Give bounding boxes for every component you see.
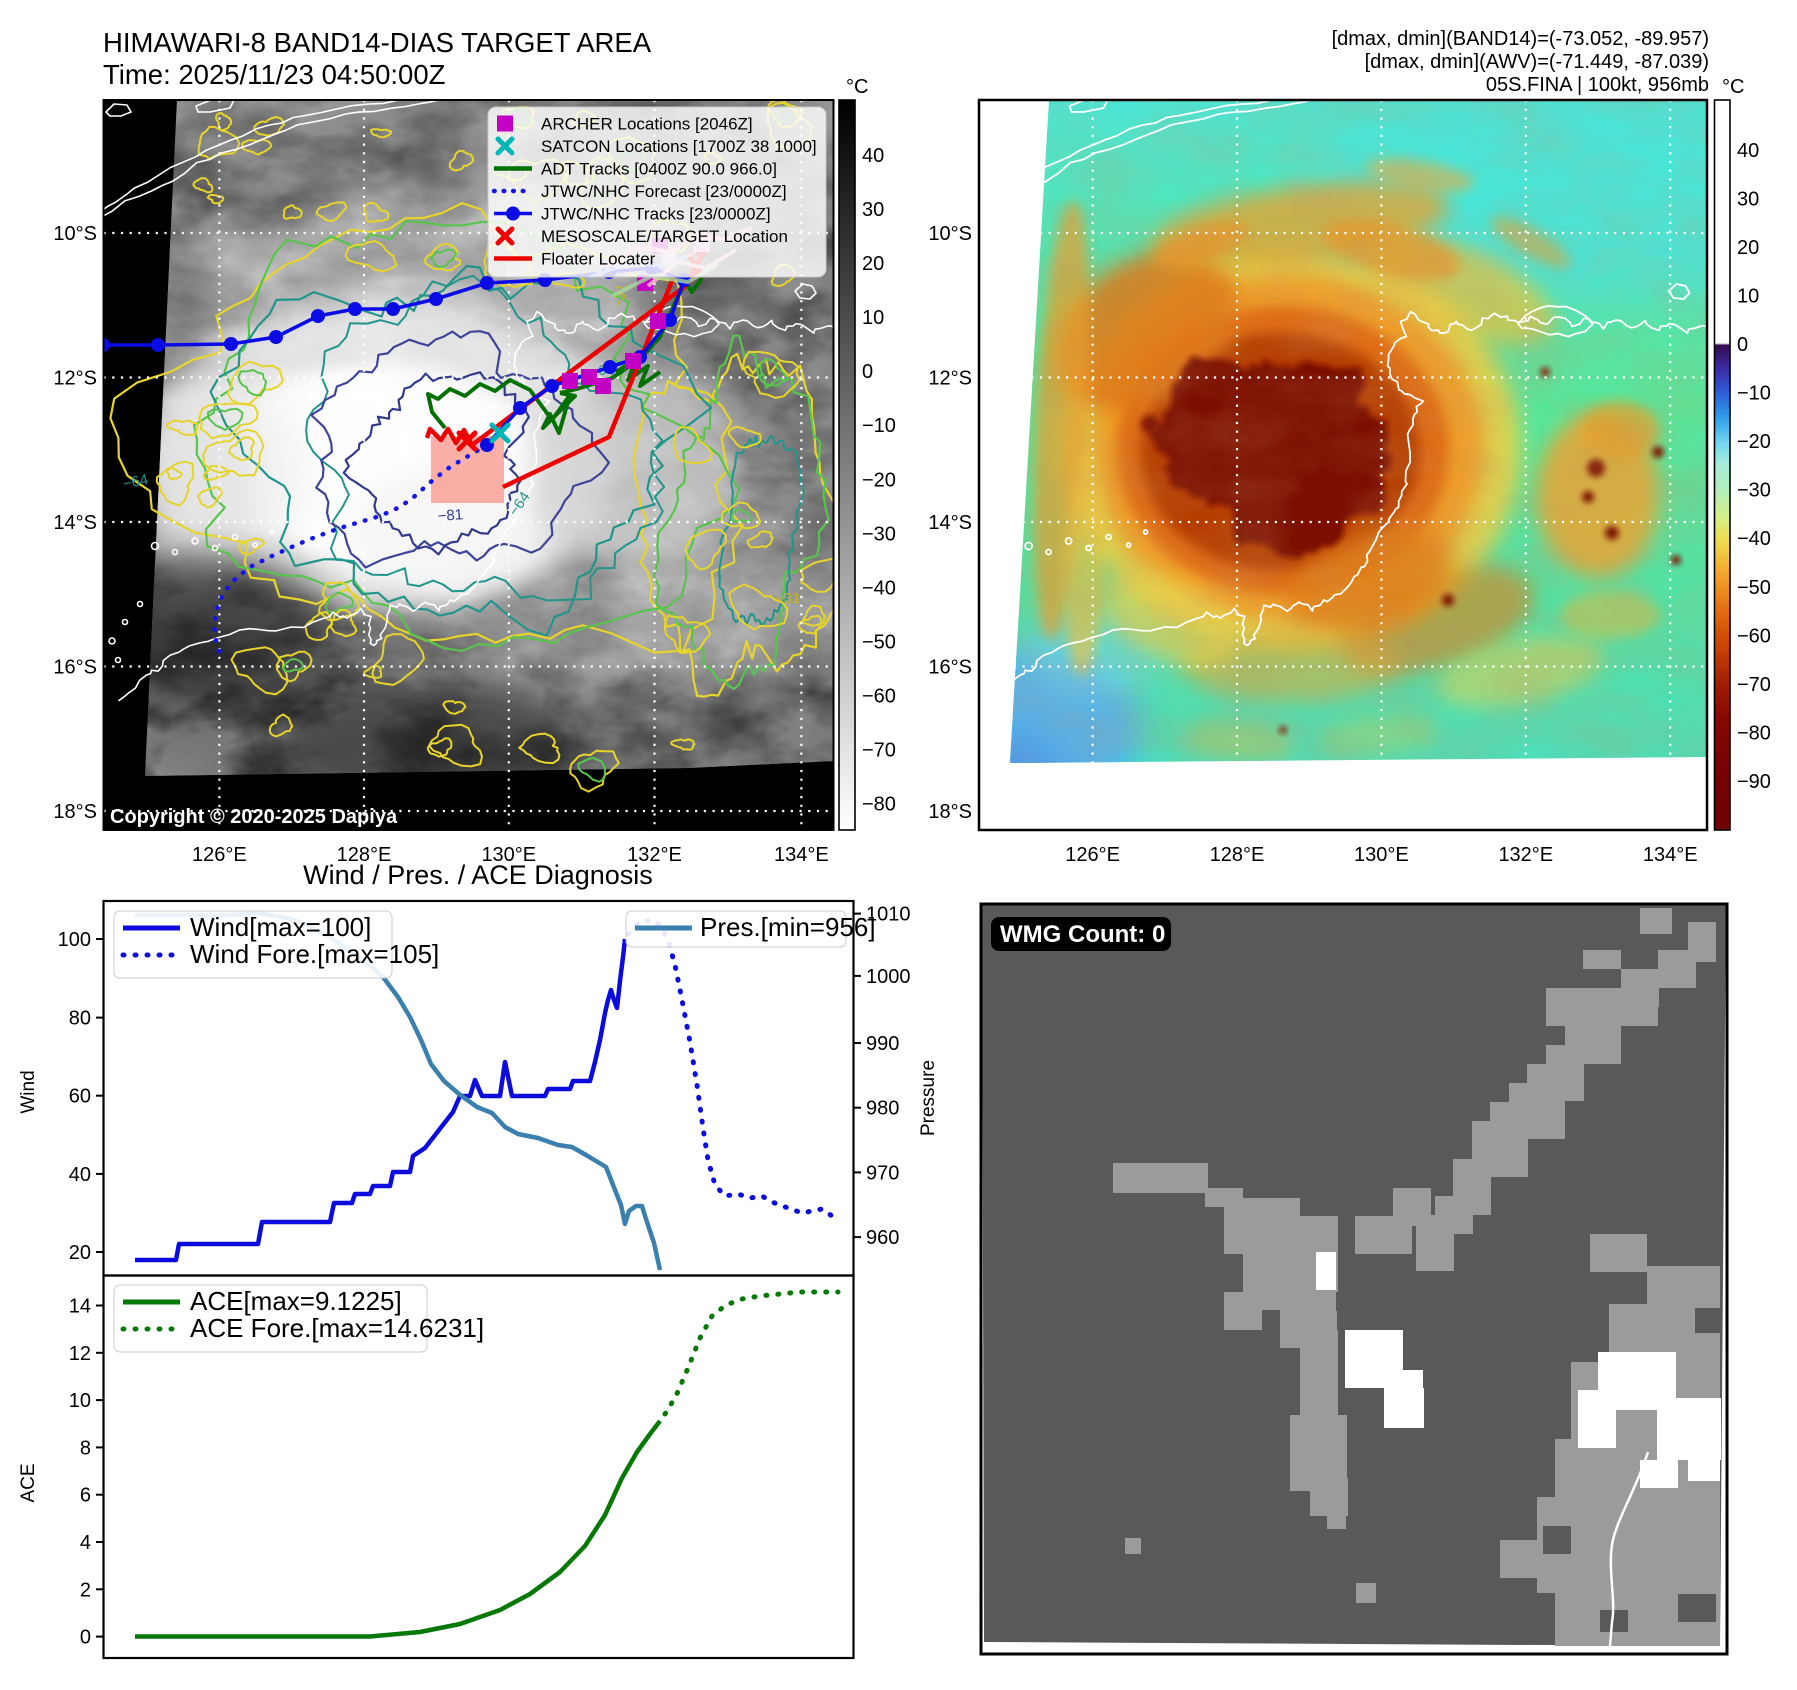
svg-text:−80: −80	[862, 794, 896, 816]
svg-text:−60: −60	[862, 686, 896, 708]
svg-text:−10: −10	[1737, 383, 1771, 405]
svg-text:05S.FINA | 100kt, 956mb: 05S.FINA | 100kt, 956mb	[1486, 74, 1709, 96]
svg-text:20: 20	[69, 1242, 91, 1264]
svg-text:Floater Locater: Floater Locater	[541, 250, 656, 269]
svg-text:ADT Tracks [0400Z 90.0 966.0]: ADT Tracks [0400Z 90.0 966.0]	[541, 160, 777, 179]
svg-text:JTWC/NHC Tracks [23/0000Z]: JTWC/NHC Tracks [23/0000Z]	[541, 205, 771, 224]
svg-text:SATCON Locations [1700Z 38 100: SATCON Locations [1700Z 38 1000]	[541, 137, 817, 156]
svg-text:130°E: 130°E	[1354, 844, 1409, 866]
svg-text:10°S: 10°S	[53, 223, 97, 245]
svg-text:−90: −90	[1737, 771, 1771, 793]
svg-text:20: 20	[1737, 237, 1759, 259]
svg-text:Time: 2025/11/23 04:50:00Z: Time: 2025/11/23 04:50:00Z	[103, 59, 445, 90]
svg-text:16°S: 16°S	[53, 657, 97, 679]
svg-text:Wind Fore.[max=105]: Wind Fore.[max=105]	[190, 939, 439, 969]
svg-text:0: 0	[80, 1627, 91, 1649]
svg-text:128°E: 128°E	[337, 844, 392, 866]
svg-text:10: 10	[1737, 285, 1759, 307]
svg-text:14°S: 14°S	[928, 512, 972, 534]
svg-text:−60: −60	[1737, 625, 1771, 647]
svg-text:0: 0	[862, 361, 873, 383]
svg-text:10°S: 10°S	[928, 223, 972, 245]
svg-text:12°S: 12°S	[928, 368, 972, 390]
svg-text:40: 40	[1737, 140, 1759, 162]
svg-text:132°E: 132°E	[1498, 844, 1553, 866]
svg-text:Wind / Pres. / ACE Diagnosis: Wind / Pres. / ACE Diagnosis	[303, 860, 653, 890]
svg-text:10: 10	[862, 307, 884, 329]
svg-text:30: 30	[862, 199, 884, 221]
svg-text:132°E: 132°E	[627, 844, 682, 866]
svg-text:40: 40	[69, 1164, 91, 1186]
svg-text:ACE Fore.[max=14.6231]: ACE Fore.[max=14.6231]	[190, 1313, 484, 1343]
svg-text:Wind: Wind	[18, 1070, 39, 1113]
svg-text:Copyright © 2020-2025 Dapiya: Copyright © 2020-2025 Dapiya	[110, 806, 398, 828]
svg-text:128°E: 128°E	[1210, 844, 1265, 866]
svg-text:980: 980	[866, 1098, 899, 1120]
svg-text:126°E: 126°E	[1065, 844, 1120, 866]
svg-text:16°S: 16°S	[928, 657, 972, 679]
svg-text:ACE[max=9.1225]: ACE[max=9.1225]	[190, 1286, 402, 1316]
svg-text:2: 2	[80, 1579, 91, 1601]
svg-text:−20: −20	[862, 469, 896, 491]
svg-text:970: 970	[866, 1162, 899, 1184]
svg-text:6: 6	[80, 1485, 91, 1507]
svg-text:12: 12	[69, 1343, 91, 1365]
svg-text:−80: −80	[1737, 722, 1771, 744]
svg-text:18°S: 18°S	[928, 801, 972, 823]
svg-text:−10: −10	[862, 415, 896, 437]
svg-text:20: 20	[862, 253, 884, 275]
svg-text:−50: −50	[1737, 577, 1771, 599]
svg-text:80: 80	[69, 1008, 91, 1030]
svg-text:134°E: 134°E	[774, 844, 829, 866]
svg-text:ARCHER Locations [2046Z]: ARCHER Locations [2046Z]	[541, 115, 753, 134]
svg-text:100: 100	[58, 929, 91, 951]
svg-text:Pres.[min=956]: Pres.[min=956]	[700, 912, 876, 942]
svg-text:−31: −31	[775, 590, 800, 607]
svg-text:[dmax, dmin](BAND14)=(-73.052,: [dmax, dmin](BAND14)=(-73.052, -89.957)	[1332, 28, 1709, 50]
svg-text:14°S: 14°S	[53, 512, 97, 534]
svg-text:−30: −30	[1737, 480, 1771, 502]
svg-text:134°E: 134°E	[1643, 844, 1698, 866]
svg-text:HIMAWARI-8 BAND14-DIAS TARGET: HIMAWARI-8 BAND14-DIAS TARGET AREA	[103, 27, 652, 58]
svg-text:4: 4	[80, 1532, 91, 1554]
svg-text:Wind[max=100]: Wind[max=100]	[190, 912, 371, 942]
svg-text:−64: −64	[121, 471, 149, 493]
svg-text:[dmax, dmin](AWV)=(-71.449, -8: [dmax, dmin](AWV)=(-71.449, -87.039)	[1365, 51, 1709, 73]
svg-text:60: 60	[69, 1086, 91, 1108]
svg-text:ACE: ACE	[18, 1463, 39, 1502]
svg-text:960: 960	[866, 1227, 899, 1249]
svg-text:18°S: 18°S	[53, 801, 97, 823]
svg-text:40: 40	[862, 145, 884, 167]
svg-text:−50: −50	[862, 632, 896, 654]
svg-text:MESOSCALE/TARGET Location: MESOSCALE/TARGET Location	[541, 227, 788, 246]
svg-text:−30: −30	[862, 523, 896, 545]
svg-text:990: 990	[866, 1033, 899, 1055]
svg-text:12°S: 12°S	[53, 368, 97, 390]
svg-text:−70: −70	[862, 740, 896, 762]
svg-text:0: 0	[1737, 334, 1748, 356]
svg-text:8: 8	[80, 1437, 91, 1459]
svg-text:126°E: 126°E	[192, 844, 247, 866]
svg-text:JTWC/NHC Forecast [23/0000Z]: JTWC/NHC Forecast [23/0000Z]	[541, 182, 787, 201]
svg-text:WMG Count: 0: WMG Count: 0	[1000, 921, 1165, 948]
svg-text:°C: °C	[1722, 76, 1744, 98]
svg-text:1000: 1000	[866, 966, 911, 988]
svg-text:Pressure: Pressure	[918, 1060, 939, 1136]
svg-text:10: 10	[69, 1390, 91, 1412]
svg-text:−81: −81	[437, 506, 464, 525]
svg-text:1010: 1010	[866, 904, 911, 926]
svg-text:−40: −40	[862, 577, 896, 599]
svg-text:130°E: 130°E	[481, 844, 536, 866]
svg-text:30: 30	[1737, 188, 1759, 210]
svg-text:−70: −70	[1737, 674, 1771, 696]
svg-text:−40: −40	[1737, 528, 1771, 550]
svg-text:°C: °C	[846, 76, 868, 98]
svg-text:−20: −20	[1737, 431, 1771, 453]
svg-text:14: 14	[69, 1296, 91, 1318]
